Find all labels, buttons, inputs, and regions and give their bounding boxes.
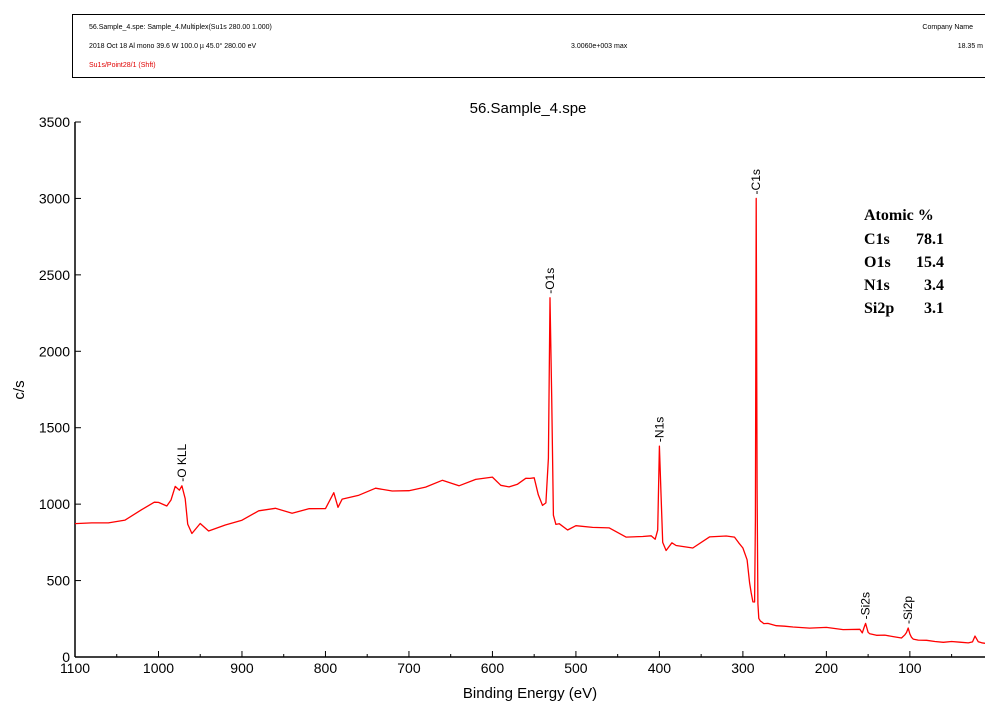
header-company: Company Name <box>922 24 973 31</box>
x-tick-label: 100 <box>898 660 922 676</box>
x-tick-label: 500 <box>564 660 588 676</box>
y-tick-label: 2000 <box>39 343 70 359</box>
peak-label: -C1s <box>749 169 763 194</box>
atomic-row-value: 3.4 <box>924 277 944 294</box>
y-tick-label: 1500 <box>39 420 70 436</box>
x-tick-label: 700 <box>397 660 421 676</box>
x-tick-label: 1100 <box>60 660 90 676</box>
header-details-line: 2018 Oct 18 Al mono 39.6 W 100.0 µ 45.0°… <box>89 43 257 50</box>
x-tick-label: 400 <box>648 660 672 676</box>
y-tick-label: 0 <box>62 649 70 665</box>
header-title-line: 56.Sample_4.spe: Sample_4.Multiplex(Su1s… <box>89 24 272 31</box>
peak-label: -O1s <box>543 268 557 294</box>
y-tick-label: 2500 <box>39 267 70 283</box>
atomic-row-element: O1s <box>864 254 891 271</box>
x-tick-label: 600 <box>481 660 505 676</box>
x-tick-label: 800 <box>314 660 338 676</box>
axis-ticks: 0 500 1000 1500 2000 2500 3000 3500 1100 1000 900 8… <box>39 114 953 676</box>
peak-label: -Si2p <box>901 596 915 624</box>
header-time: 18.35 m <box>957 43 983 50</box>
atomic-row-element: N1s <box>864 277 890 294</box>
y-tick-label: 3500 <box>39 114 70 130</box>
atomic-percent-table: Atomic % C1s 78.1 O1s 15.4 N1s 3.4 Si2p 3.1 <box>864 207 944 317</box>
peak-label: -Si2s <box>859 592 873 619</box>
peak-label: -O KLL <box>175 443 189 481</box>
x-tick-label: 300 <box>731 660 755 676</box>
y-tick-label: 3000 <box>39 190 70 206</box>
plot-axes <box>74 122 985 658</box>
atomic-row-element: C1s <box>864 231 890 248</box>
x-axis-label: Binding Energy (eV) <box>463 685 597 702</box>
y-tick-label: 1000 <box>39 496 70 512</box>
x-tick-label: 900 <box>230 660 254 676</box>
spectrum-header-box: 56.Sample_4.spe: Sample_4.Multiplex(Su1s… <box>72 14 985 78</box>
x-tick-label: 1000 <box>143 660 174 676</box>
atomic-row-value: 78.1 <box>916 231 944 248</box>
atomic-row-value: 15.4 <box>916 254 944 271</box>
series-layer <box>74 197 985 644</box>
peak-labels: -O KLL -O1s -N1s -C1s -Si2s -Si2p <box>175 169 915 624</box>
y-tick-label: 500 <box>47 573 71 589</box>
header-region: Su1s/Point28/1 (Shft) <box>89 62 156 69</box>
x-tick-label: 200 <box>815 660 839 676</box>
atomic-row-element: Si2p <box>864 300 894 317</box>
spectrum-line-0 <box>74 197 985 644</box>
y-axis-label: c/s <box>11 380 28 399</box>
atomic-percent-title: Atomic % <box>864 207 934 224</box>
header-max-value: 3.0060e+003 max <box>571 43 628 50</box>
atomic-row-value: 3.1 <box>924 300 944 317</box>
chart-title: 56.Sample_4.spe <box>470 100 587 117</box>
peak-label: -N1s <box>652 417 666 442</box>
